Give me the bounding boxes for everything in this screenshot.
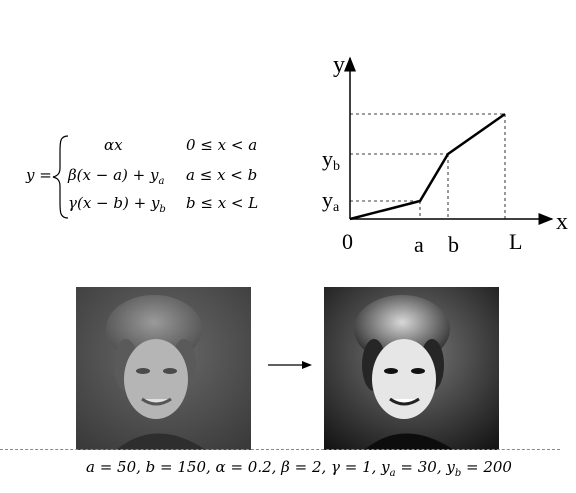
transform-curve <box>349 112 506 221</box>
original-photo <box>76 287 251 450</box>
y-tick-yb: yb <box>322 146 340 174</box>
formula-row-1-cond: 0 ≤ x < a <box>186 136 258 154</box>
piecewise-linear-graph: y x 0 a b L ya yb <box>322 52 568 257</box>
formula-row-3-expr: γ(x − b) + yb <box>68 194 166 215</box>
dashed-divider <box>0 449 560 450</box>
formula-row-2-cond: a ≤ x < b <box>186 166 258 184</box>
formula-row-3-cond: b ≤ x < L <box>186 194 259 212</box>
x-axis-label: x <box>556 209 568 235</box>
portrait-enhanced-image <box>324 287 499 450</box>
formula-brace <box>52 135 69 219</box>
right-arrow-icon <box>268 361 312 369</box>
formula-row-1-expr: αx <box>104 136 123 154</box>
x-tick-L: L <box>509 229 522 254</box>
x-tick-b: b <box>448 232 459 257</box>
x-tick-a: a <box>414 232 424 257</box>
enhanced-photo <box>324 287 499 450</box>
y-axis-label: y <box>333 52 345 78</box>
parameter-values: a = 50, b = 150, α = 0.2, β = 2, γ = 1, … <box>86 458 512 479</box>
portrait-original-image <box>76 287 251 450</box>
y-tick-ya: ya <box>322 187 340 215</box>
piecewise-formula: y = αx 0 ≤ x < a β(x − a) + ya a ≤ x < b… <box>26 132 286 222</box>
formula-lhs: y = <box>26 166 52 184</box>
origin-label: 0 <box>342 229 353 254</box>
formula-row-2-expr: β(x − a) + ya <box>68 166 165 187</box>
